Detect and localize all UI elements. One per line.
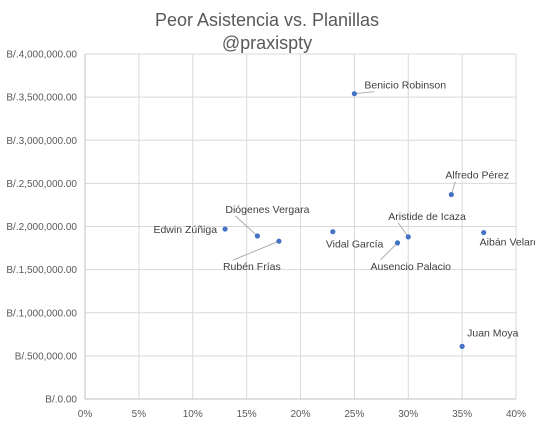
leader-line — [354, 91, 375, 95]
y-tick-label: B/.0.00 — [45, 395, 77, 406]
leader-line — [380, 242, 398, 261]
scatter-point — [351, 91, 357, 97]
scatter-point — [394, 240, 401, 246]
x-tick-label: 30% — [398, 409, 418, 420]
point-label: Diógenes Vergara — [225, 204, 309, 216]
scatter-point — [222, 226, 228, 232]
x-tick-label: 25% — [344, 409, 364, 420]
leader-line — [397, 222, 409, 238]
x-tick-label: 15% — [237, 409, 257, 420]
y-tick-label: B/.3,500,000.00 — [6, 93, 77, 104]
point-label: Ausencio Palacio — [370, 261, 451, 273]
x-tick-label: 5% — [132, 409, 147, 420]
scatter-point — [448, 191, 454, 198]
y-tick-label: B/.4,000,000.00 — [6, 50, 77, 61]
x-tick-label: 20% — [290, 409, 310, 420]
y-tick-label: B/.3,000,000.00 — [6, 136, 77, 147]
point-label: Juan Moya — [467, 327, 519, 339]
scatter-point — [405, 234, 411, 240]
point-label: Aibán Velarde — [480, 237, 535, 249]
x-tick-label: 0% — [78, 409, 93, 420]
y-tick-label: B/.1,500,000.00 — [6, 265, 77, 276]
point-label: Rubén Frías — [223, 261, 281, 273]
scatter-point — [276, 238, 282, 244]
gridlines — [85, 53, 517, 399]
y-tick-label: B/.500,000.00 — [15, 351, 78, 362]
y-tick-label: B/.2,500,000.00 — [6, 179, 77, 190]
point-label: Aristide de Icaza — [388, 211, 466, 223]
data-points — [222, 91, 487, 349]
chart-title: Peor Asistencia vs. Planillas — [155, 10, 379, 30]
leader-lines — [232, 91, 456, 261]
scatter-point — [459, 343, 465, 349]
y-tick-label: B/.2,000,000.00 — [6, 222, 77, 233]
point-label: Edwin Zúñiga — [153, 224, 217, 236]
axes — [84, 54, 516, 400]
y-tick-label: B/.1,000,000.00 — [6, 308, 77, 319]
leader-line — [232, 240, 280, 261]
chart-subtitle: @praxispty — [222, 33, 312, 53]
scatter-point — [330, 229, 336, 235]
point-label: Vidal García — [326, 239, 384, 251]
x-tick-label: 10% — [183, 409, 203, 420]
data-labels: Benicio Robinson Alfredo Pérez Aibán Velar… — [153, 80, 535, 340]
scatter-point — [481, 229, 487, 236]
tick-labels: 0% 5% 10% 15% 20% 25% 30% 35% 40% B/.0.00 B/.500,0… — [6, 50, 526, 421]
x-tick-label: 35% — [452, 409, 472, 420]
scatter-point — [254, 233, 260, 239]
point-label: Benicio Robinson — [364, 80, 446, 92]
x-tick-label: 40% — [506, 409, 526, 420]
point-label: Alfredo Pérez — [445, 170, 509, 182]
leader-line — [235, 215, 258, 237]
